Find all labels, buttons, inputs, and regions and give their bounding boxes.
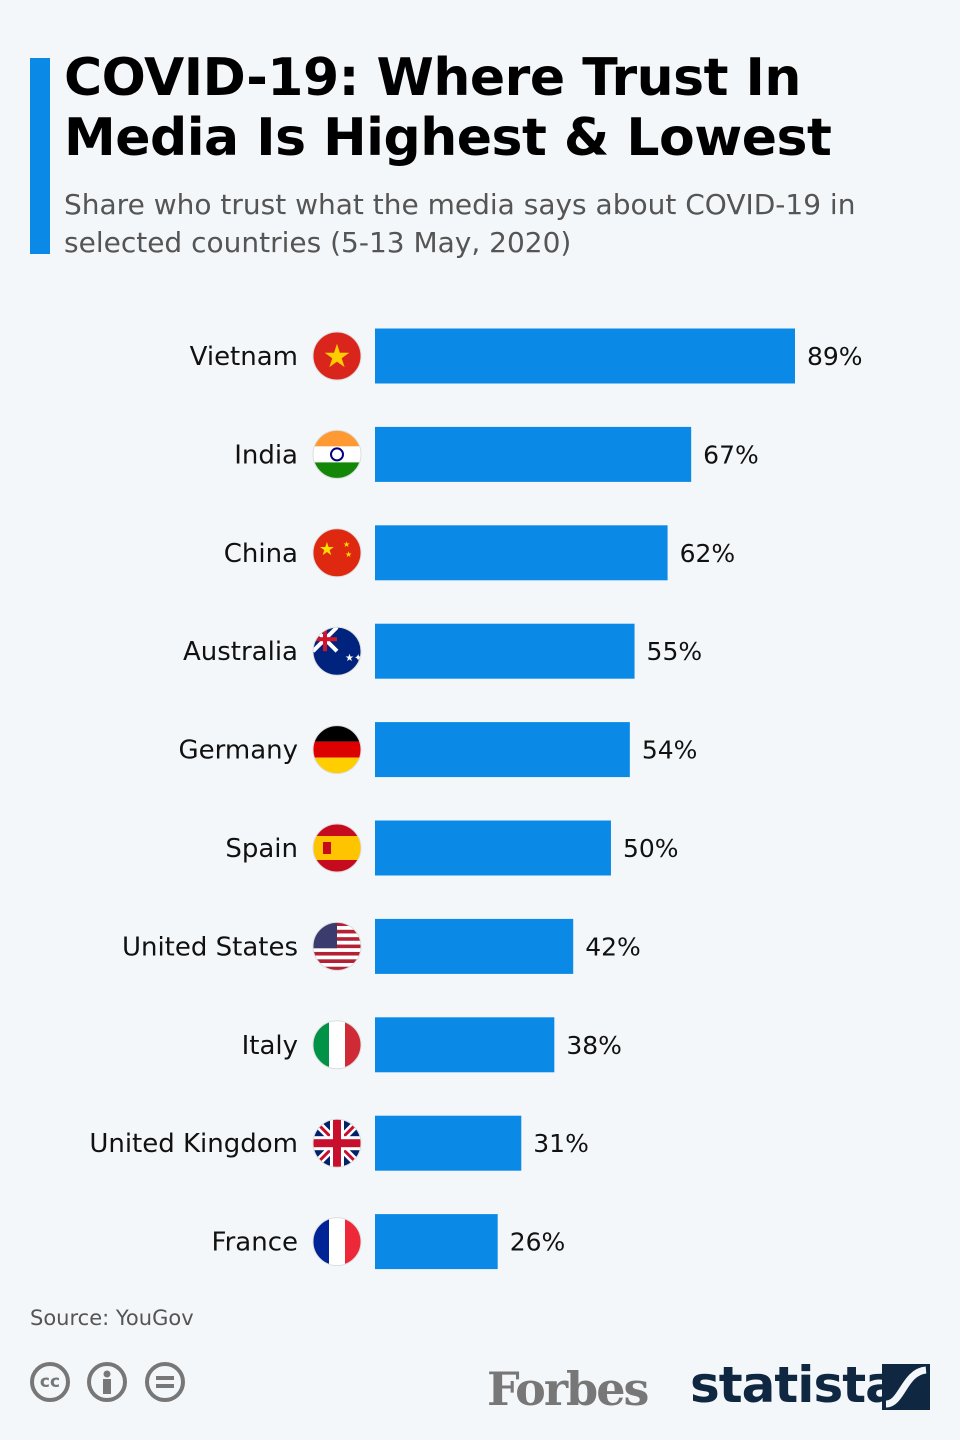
flag-icon-united-kingdom bbox=[313, 1119, 361, 1168]
chart-subtitle: Share who trust what the media says abou… bbox=[64, 188, 856, 259]
svg-text:★✦: ★✦ bbox=[345, 653, 362, 664]
no-derivatives-icon bbox=[145, 1362, 185, 1402]
flag-icon-india bbox=[313, 430, 361, 479]
category-label: Spain bbox=[225, 834, 298, 864]
flag-icon-germany bbox=[313, 725, 361, 774]
statista-logo: statista bbox=[690, 1356, 899, 1414]
value-label: 31% bbox=[533, 1129, 589, 1158]
category-label: Australia bbox=[183, 637, 298, 667]
chart-title: COVID-19: Where Trust In Media Is Highes… bbox=[64, 48, 832, 168]
statista-logo-mark bbox=[882, 1364, 930, 1410]
flag-icon-china: ★ ★★ bbox=[313, 528, 361, 577]
value-label: 54% bbox=[642, 736, 698, 765]
value-label: 55% bbox=[647, 637, 703, 666]
flag-icon-vietnam: ★ bbox=[313, 332, 361, 380]
category-label: France bbox=[212, 1228, 298, 1258]
value-label: 62% bbox=[680, 539, 736, 568]
flag-icon-italy bbox=[313, 1020, 361, 1069]
category-label: Italy bbox=[242, 1031, 298, 1061]
flag-icon-spain bbox=[313, 824, 361, 872]
title-accent-bar bbox=[30, 58, 50, 254]
value-label: 26% bbox=[510, 1228, 566, 1257]
svg-text:★: ★ bbox=[319, 539, 335, 560]
value-label: 89% bbox=[807, 342, 863, 371]
value-label: 50% bbox=[623, 834, 679, 863]
value-label: 42% bbox=[585, 932, 641, 961]
bar-china bbox=[375, 525, 668, 581]
bar-spain bbox=[375, 820, 611, 876]
attribution-icon bbox=[87, 1362, 127, 1402]
category-label: Germany bbox=[178, 736, 298, 766]
category-label: India bbox=[234, 440, 298, 470]
bar-france bbox=[375, 1214, 498, 1270]
bar-italy bbox=[375, 1017, 555, 1073]
value-label: 38% bbox=[566, 1031, 622, 1060]
bar-united-states bbox=[375, 918, 574, 974]
svg-text:★: ★ bbox=[345, 550, 352, 559]
category-label: China bbox=[224, 539, 298, 569]
bar-australia bbox=[375, 623, 635, 679]
bar-germany bbox=[375, 722, 630, 778]
svg-text:★: ★ bbox=[343, 540, 350, 549]
bar-india bbox=[375, 426, 692, 482]
bar-chart: Vietnam ★ 89%India 67%China ★ ★★ 62%Australia ★… bbox=[89, 328, 863, 1270]
category-label: Vietnam bbox=[190, 342, 298, 372]
flag-icon-france bbox=[313, 1217, 361, 1266]
category-label: United Kingdom bbox=[89, 1129, 298, 1159]
value-label: 67% bbox=[703, 440, 759, 469]
bar-united-kingdom bbox=[375, 1115, 522, 1171]
forbes-logo: Forbes bbox=[487, 1362, 649, 1416]
source-note: Source: YouGov bbox=[30, 1306, 194, 1330]
svg-text:★: ★ bbox=[323, 337, 352, 375]
bar-vietnam bbox=[375, 328, 795, 384]
category-label: United States bbox=[122, 932, 298, 962]
cc-icon: cc bbox=[30, 1362, 70, 1402]
flag-icon-australia: ★✦ bbox=[313, 627, 362, 676]
cc-icon-text: cc bbox=[39, 1372, 61, 1392]
